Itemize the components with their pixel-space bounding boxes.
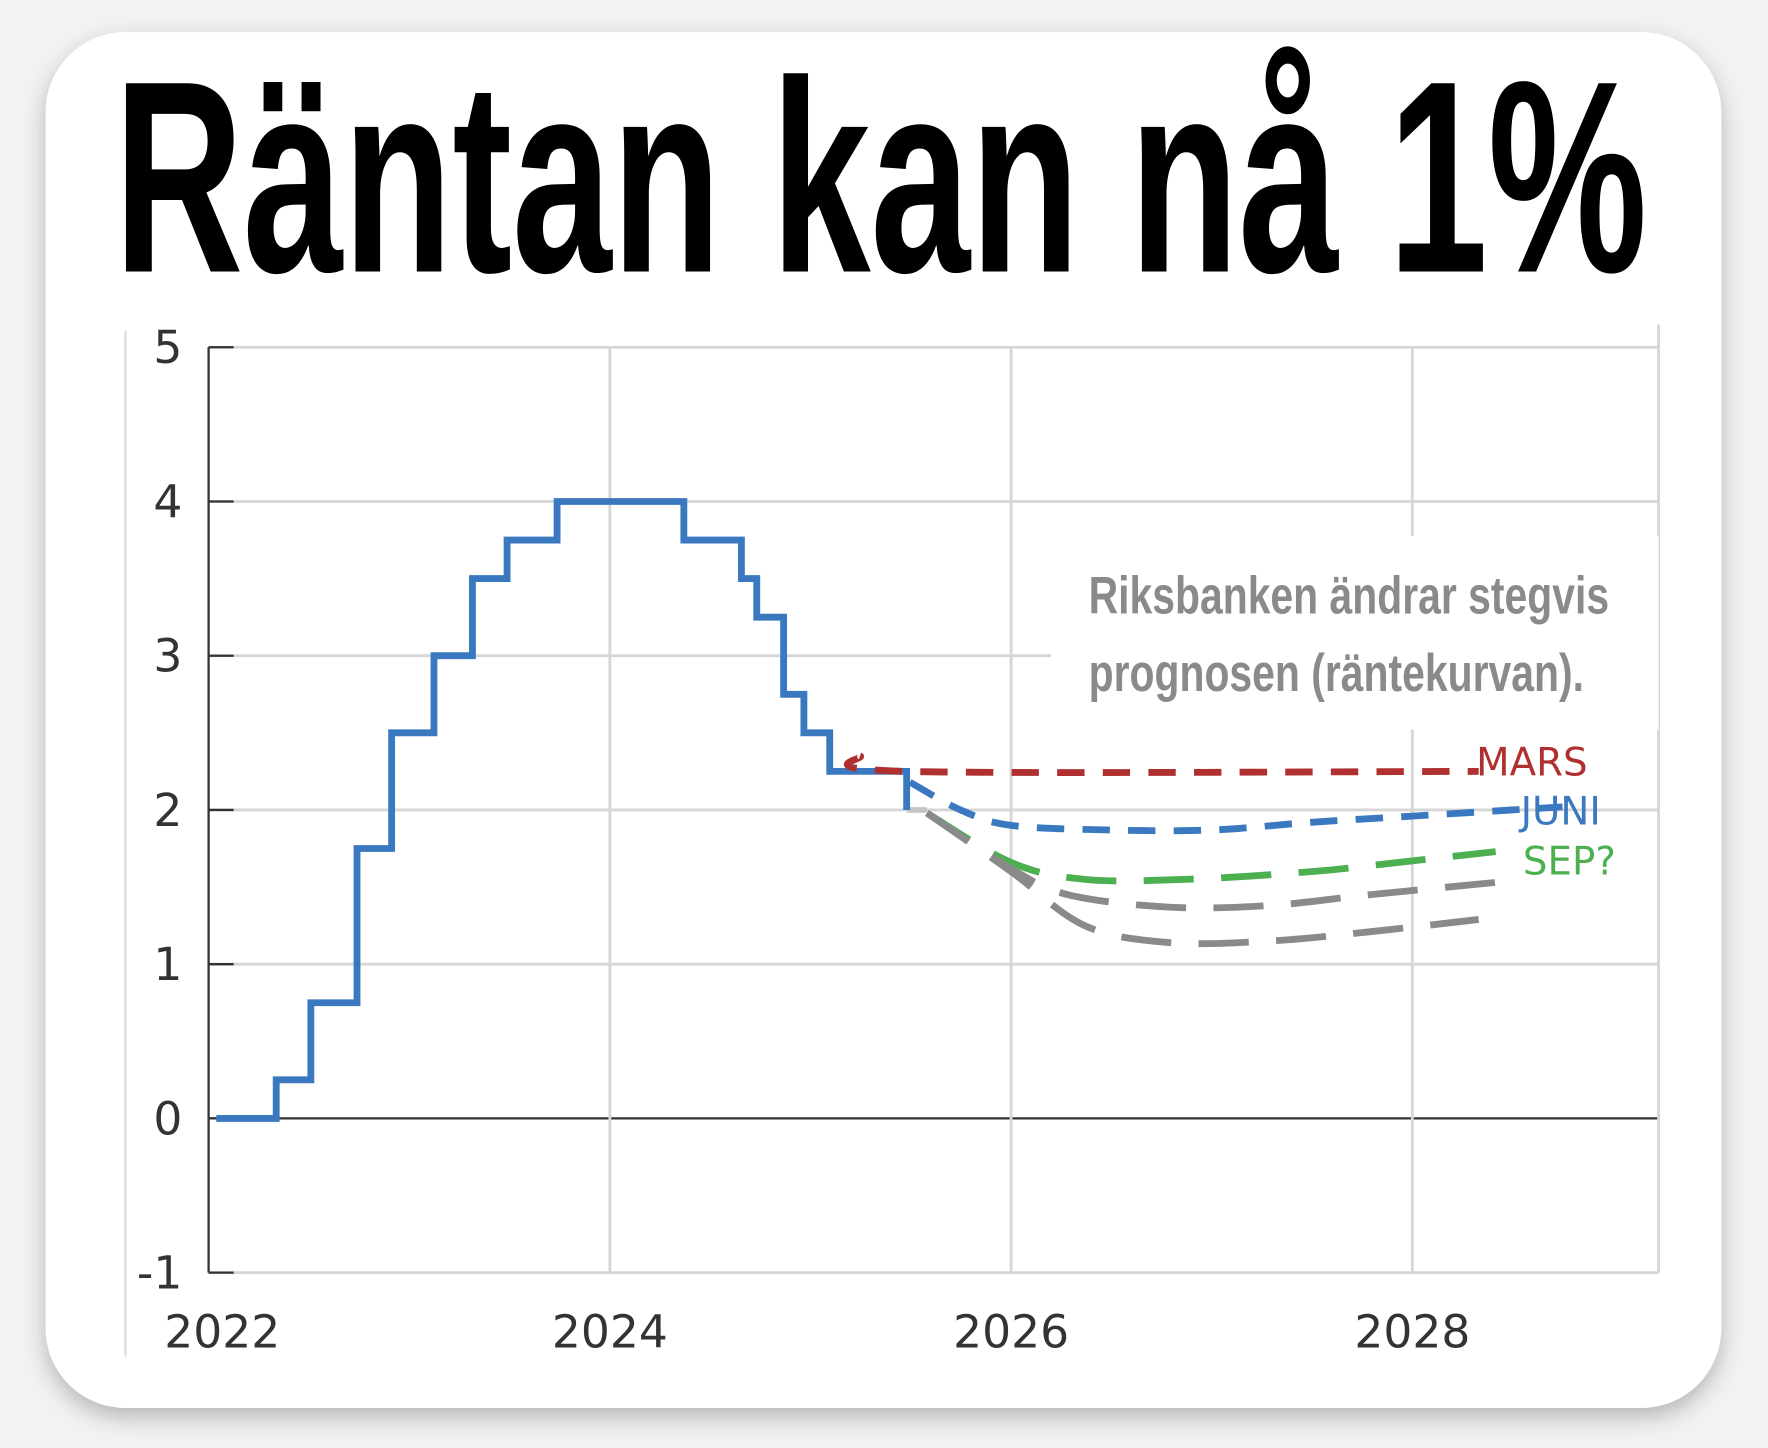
card-background — [45, 32, 1722, 1408]
legend-mars: MARS — [1476, 740, 1587, 785]
x-tick-label: 2022 — [164, 1306, 280, 1359]
x-tick-label: 2026 — [953, 1306, 1069, 1359]
grid — [124, 324, 1660, 1357]
y-tick-label: 3 — [153, 630, 182, 683]
series-sep — [925, 810, 1497, 885]
y-tick-label: 5 — [153, 321, 182, 374]
y-tick-label: -1 — [137, 1247, 182, 1300]
x-tick-label: 2028 — [1354, 1306, 1470, 1359]
legend-juni: JUNI — [1519, 789, 1601, 834]
legend-sep: SEP? — [1523, 839, 1616, 884]
y-tick-label: 0 — [153, 1092, 182, 1145]
annotation-line-1: Riksbanken ändrar stegvis — [1089, 565, 1609, 624]
y-tick-label: 4 — [153, 475, 182, 528]
y-tick-label: 2 — [153, 784, 182, 837]
annotation-line-2: prognosen (räntekurvan). — [1089, 643, 1584, 702]
x-tick-label: 2024 — [552, 1306, 668, 1359]
y-tick-label: 1 — [153, 938, 182, 991]
page-title: Räntan kan nå 1% — [114, 23, 1647, 329]
series-mars — [844, 752, 1479, 776]
annotation-background — [1050, 535, 1659, 730]
series-juni — [908, 779, 1563, 835]
series-alt-forecast-5 — [925, 810, 1480, 948]
series-policy-rate — [216, 498, 911, 1122]
